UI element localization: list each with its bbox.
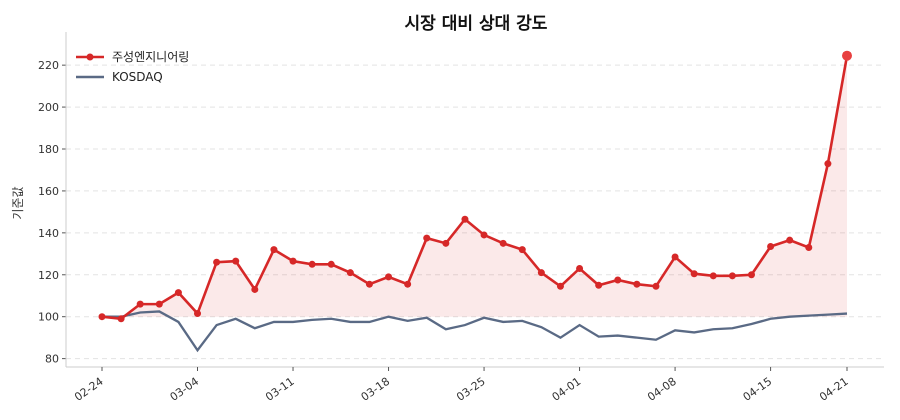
y-tick-label: 80 <box>45 353 59 366</box>
stock-point <box>633 280 641 288</box>
kosdaq-line <box>102 310 848 353</box>
stock-point <box>595 281 603 289</box>
legend-label-kosdaq: KOSDAQ <box>112 70 163 84</box>
stock-point <box>824 160 832 168</box>
stock-point <box>155 300 163 308</box>
chart-title: 시장 대비 상대 강도 <box>405 14 548 34</box>
stock-point <box>308 260 316 268</box>
stock-point <box>786 236 794 244</box>
x-tick-label: 04-08 <box>645 375 679 404</box>
y-tick-label: 180 <box>38 143 59 156</box>
stock-point <box>709 272 717 280</box>
stock-point <box>652 282 660 290</box>
stock-line <box>101 55 849 321</box>
relative-area-fill <box>102 55 847 319</box>
y-tick-label: 120 <box>38 269 59 282</box>
y-tick-label: 220 <box>38 59 59 72</box>
stock-point <box>213 258 221 266</box>
y-tick-label: 200 <box>38 101 59 114</box>
stock-point <box>690 270 698 278</box>
stock-point <box>499 239 507 247</box>
stock-point <box>805 244 813 252</box>
x-tick-label: 03-25 <box>454 375 488 404</box>
stock-point <box>327 260 335 268</box>
stock-point <box>747 271 755 279</box>
y-tick-label: 100 <box>38 311 59 324</box>
stock-point <box>289 257 297 265</box>
legend-label-stock: 주성엔지니어링 <box>112 50 189 64</box>
x-tick-label: 04-15 <box>741 375 775 404</box>
stock-point <box>404 280 412 288</box>
stock-point <box>728 272 736 280</box>
stock-point <box>461 215 469 223</box>
stock-point <box>556 282 564 290</box>
x-tick-label: 02-24 <box>72 375 106 404</box>
stock-point <box>346 269 354 277</box>
y-tick-label: 160 <box>38 185 59 198</box>
stock-point <box>98 313 106 321</box>
x-tick-label: 03-04 <box>168 375 202 404</box>
stock-point <box>270 246 278 254</box>
stock-point <box>442 239 450 247</box>
stock-point <box>480 231 488 239</box>
stock-point <box>232 257 240 265</box>
stock-point <box>518 246 526 254</box>
legend: 주성엔지니어링 KOSDAQ <box>76 50 189 84</box>
stock-point <box>671 253 679 261</box>
y-axis-label: 기준값 <box>11 186 25 219</box>
stock-point <box>136 300 144 308</box>
stock-point <box>767 242 775 250</box>
stock-point <box>251 285 259 293</box>
x-tick-label: 04-21 <box>817 375 851 404</box>
stock-point <box>537 269 545 277</box>
stock-point <box>614 276 622 284</box>
y-tick-label: 140 <box>38 227 59 240</box>
x-tick-label: 03-11 <box>263 375 297 404</box>
stock-point <box>842 50 852 61</box>
stock-point <box>576 264 584 272</box>
stock-point <box>423 234 431 242</box>
stock-point <box>194 310 202 318</box>
legend-marker-stock <box>86 53 94 61</box>
x-tick-label: 03-18 <box>359 375 393 404</box>
stock-point <box>117 315 125 323</box>
stock-point <box>365 280 373 288</box>
x-tick-label: 04-01 <box>550 375 584 404</box>
stock-point <box>385 273 393 281</box>
stock-point <box>174 289 182 297</box>
